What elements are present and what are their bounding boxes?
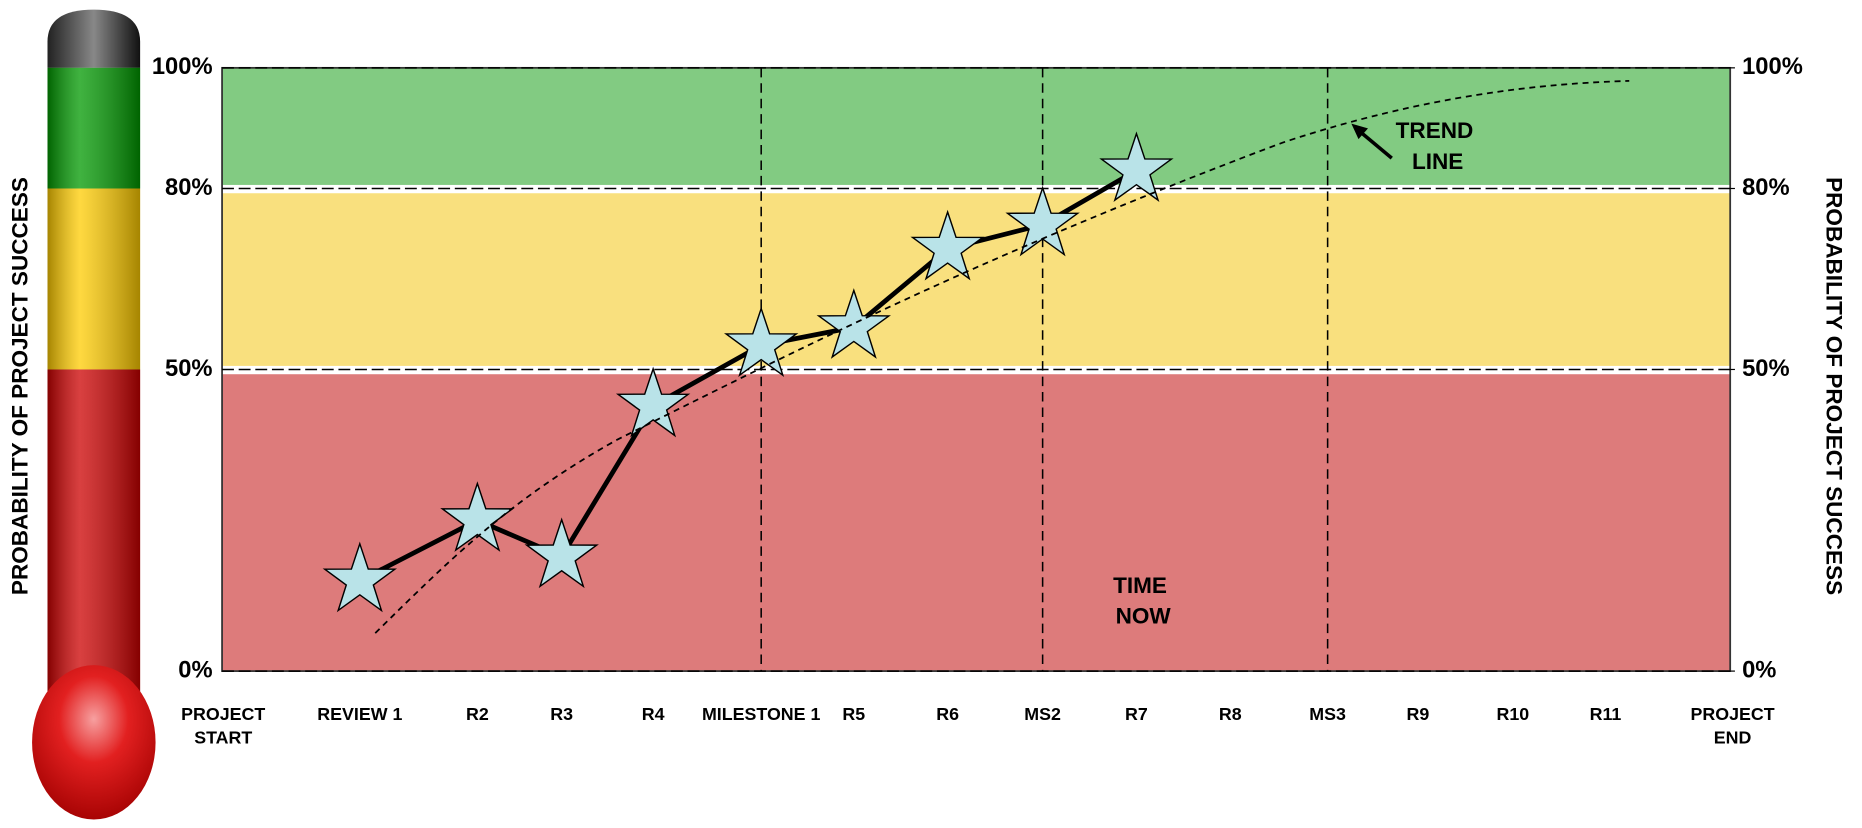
band [222,374,1731,672]
y2-tick-label: 100% [1742,53,1803,80]
x-tick-label: R7 [1125,704,1148,725]
band [222,193,1731,366]
x-tick-label: R5 [842,704,866,725]
y-tick-label: 0% [178,656,212,683]
x-label-box: PROJECT START [181,704,266,749]
star-marker [440,481,515,552]
x-tick-label: R6 [936,704,960,725]
x-label-box: R7 [1125,704,1148,725]
y2-axis-label: PROBABILITY OF PROJECT SUCCESS [1821,177,1846,595]
x-tick-label: R3 [550,704,574,725]
plot-area [221,66,1732,672]
x-label-box: R5 [842,704,866,725]
x-label-box: MS3 [1309,704,1346,725]
x-label-box: R2 [465,704,489,725]
star-marker [723,306,799,378]
star-marker [910,209,985,281]
x-tick-label: R9 [1406,704,1430,725]
x-label-box: R10 [1496,704,1530,725]
x-label-box: R11 [1589,704,1622,725]
band [222,67,1731,185]
star-marker [816,288,892,359]
x-label-box: R3 [550,704,574,725]
x-tick-label: R4 [641,704,665,725]
x-tick-label: MS2 [1024,704,1061,725]
time-now-1: TIME NOW [1109,573,1171,629]
y-axis-label: PROBABILITY OF PROJECT SUCCESS [7,177,32,595]
y2-tick-label: 80% [1742,174,1790,201]
star-marker [524,517,599,589]
star-marker [1099,131,1174,202]
x-label-box: REVIEW 1 [317,704,403,725]
trend-arrow-head [1351,123,1368,140]
x-tick-label: PROJECT START [181,704,266,749]
x-label-box: R6 [936,704,960,725]
y-tick-label: 80% [165,174,213,201]
gauge-bulb [32,665,156,820]
y-tick-label: 100% [152,53,213,80]
x-tick-label: PROJECT END [1690,704,1775,749]
gauge [32,9,156,820]
x-tick-label: REVIEW 1 [317,704,403,725]
gauge-shine [47,67,141,695]
x-label-box: R4 [641,704,665,725]
trend-label-1: TREND LINE [1396,118,1474,174]
x-tick-label: R2 [465,704,489,725]
x-label-box: MILESTONE 1 [701,704,821,725]
x-label-box: PROJECT END [1690,704,1775,749]
x-tick-label: R11 [1589,704,1622,725]
gauge-cap [47,9,141,68]
y-tick-label: 50% [165,355,213,382]
y2-tick-label: 50% [1742,355,1790,382]
x-tick-label: MS3 [1309,704,1346,725]
y2-tick-label: 0% [1742,656,1776,683]
x-label-box: MS2 [1024,704,1061,725]
star-marker [615,366,691,438]
x-tick-label: R10 [1496,704,1530,725]
x-tick-label: R8 [1218,704,1242,725]
x-tick-label: MILESTONE 1 [701,704,821,725]
trend-line [374,80,1630,634]
x-label-box: R8 [1218,704,1242,725]
star-marker [322,541,398,613]
x-label-box: R9 [1406,704,1430,725]
